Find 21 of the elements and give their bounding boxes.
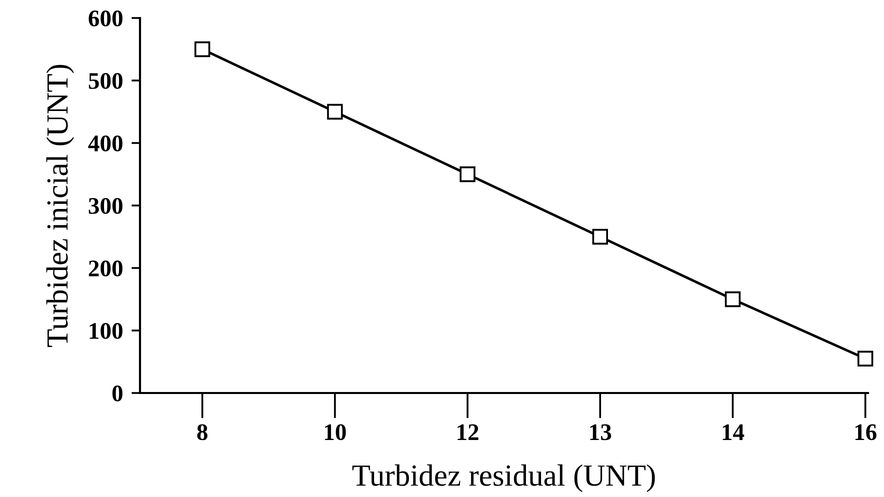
y-tick-label: 500 xyxy=(88,72,122,89)
y-tick-label: 200 xyxy=(88,260,122,276)
x-tick-label: 10 xyxy=(325,424,346,440)
y-tick-label: 400 xyxy=(88,135,122,152)
x-tick-label: 12 xyxy=(458,424,478,440)
point xyxy=(592,228,608,245)
x-tick-label: 13 xyxy=(590,424,612,440)
point xyxy=(858,350,874,366)
point xyxy=(194,41,210,58)
x-tick-label: 16 xyxy=(855,424,876,440)
y-axis-title: Turbidez inicial (UNT) xyxy=(46,64,74,347)
x-tick-label: 8 xyxy=(197,424,208,440)
x-axis-title: Turbidez residual (UNT) xyxy=(352,464,655,492)
x-tick-label: 14 xyxy=(722,424,744,440)
y-tick-label: 0 xyxy=(112,385,122,402)
point xyxy=(460,166,476,182)
y-tick-label: 300 xyxy=(88,198,122,214)
point xyxy=(327,104,343,120)
y-tick-label: 600 xyxy=(88,10,122,26)
y-tick-label: 100 xyxy=(90,322,122,339)
point xyxy=(724,291,741,308)
